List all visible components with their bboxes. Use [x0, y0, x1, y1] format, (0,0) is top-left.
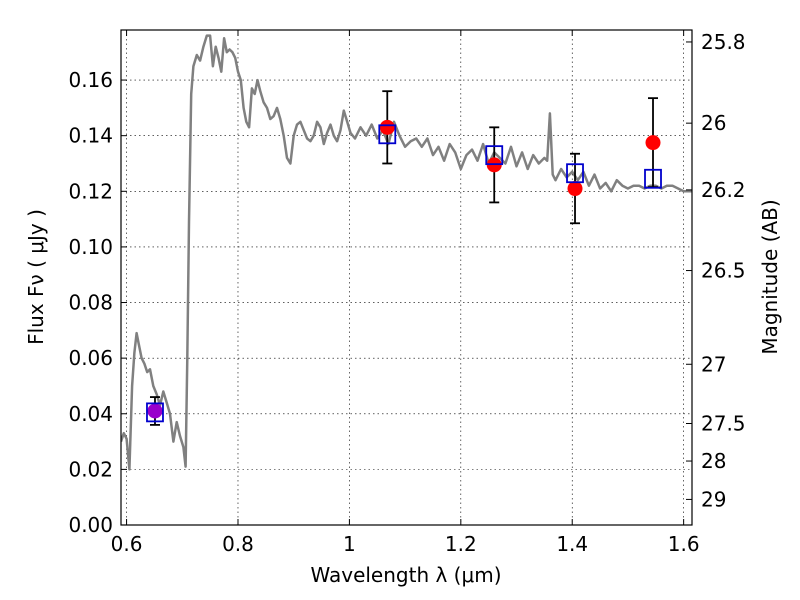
observed-point — [645, 135, 661, 151]
y2-tick-label: 26 — [701, 111, 726, 135]
y2-tick-label: 26.5 — [701, 259, 746, 283]
x-tick-label: 0.6 — [111, 532, 143, 556]
plot-area — [121, 34, 692, 471]
y-tick-label: 0.08 — [68, 291, 113, 315]
y2-tick-label: 28 — [701, 449, 726, 473]
y-tick-label: 0.16 — [68, 68, 113, 92]
y2-tick-label: 27 — [701, 352, 726, 376]
model-square — [378, 124, 397, 145]
x-tick-label: 1.2 — [445, 532, 477, 556]
y-tick-label: 0.02 — [68, 457, 113, 481]
x-tick-label: 1.6 — [668, 532, 700, 556]
y-tick-label: 0.12 — [68, 179, 113, 203]
grid — [121, 30, 692, 526]
plot-frame — [120, 29, 693, 526]
x-axis-label: Wavelength λ (μm) — [310, 563, 501, 587]
model-square — [644, 168, 662, 189]
y2-tick-label: 25.8 — [701, 30, 746, 54]
y-axis-label: Flux Fν ( μJy ) — [24, 209, 48, 345]
y-tick-label: 0.00 — [68, 513, 113, 537]
sed-line — [121, 34, 692, 471]
model-square — [566, 163, 584, 184]
y2-tick-label: 29 — [701, 487, 726, 511]
x-tick-label: 1.4 — [556, 532, 588, 556]
y2-tick-label: 27.5 — [701, 411, 746, 435]
y-tick-label: 0.14 — [68, 124, 113, 148]
x-tick-label: 0.8 — [222, 532, 254, 556]
observed-point — [567, 181, 583, 197]
model-square — [146, 402, 164, 423]
y-tick-label: 0.04 — [68, 402, 113, 426]
y-tick-label: 0.06 — [68, 346, 113, 370]
y2-axis-label: Magnitude (AB) — [758, 199, 782, 354]
model-square — [485, 145, 504, 166]
x-tick-label: 1 — [343, 532, 356, 556]
y2-tick-label: 26.2 — [701, 178, 746, 202]
y-tick-label: 0.10 — [68, 235, 113, 259]
observed-point — [379, 119, 395, 135]
observed-point — [147, 403, 163, 419]
axes: 0.6 0.8 1 1.2 1.4 1.6 0.00 0.02 0.04 0.06 0.08 0.10… — [68, 29, 746, 556]
